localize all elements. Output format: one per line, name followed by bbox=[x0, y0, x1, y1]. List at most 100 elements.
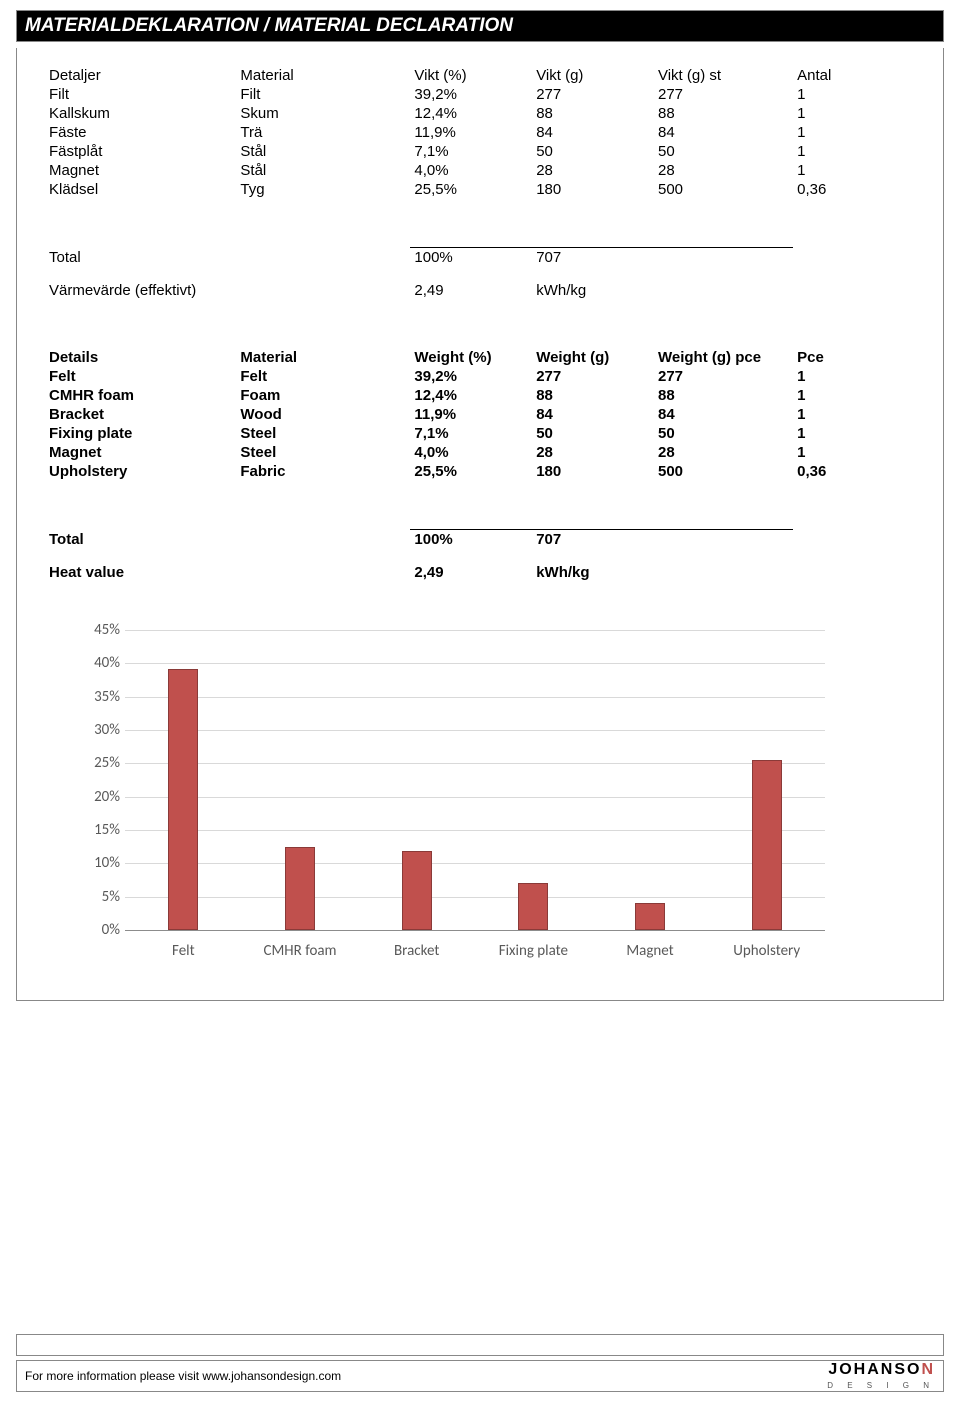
total-label: Total bbox=[45, 248, 236, 268]
table-swedish: Detaljer Material Vikt (%) Vikt (g) Vikt… bbox=[45, 66, 915, 199]
cell: 50 bbox=[532, 142, 654, 161]
bar bbox=[635, 903, 665, 930]
cell: 11,9% bbox=[410, 405, 532, 424]
col-header: Weight (%) bbox=[410, 348, 532, 367]
table-row: FiltFilt39,2%2772771 bbox=[45, 85, 915, 104]
cell: 1 bbox=[793, 123, 915, 142]
y-axis-label: 15% bbox=[65, 821, 120, 839]
content-box: Detaljer Material Vikt (%) Vikt (g) Vikt… bbox=[16, 48, 944, 1001]
x-axis-label: Magnet bbox=[592, 938, 709, 960]
col-header: Weight (g) bbox=[532, 348, 654, 367]
cell: 50 bbox=[654, 142, 793, 161]
title-bar: MATERIALDEKLARATION / MATERIAL DECLARATI… bbox=[16, 10, 944, 42]
bar-cell bbox=[242, 630, 359, 930]
cell: 500 bbox=[654, 180, 793, 199]
y-axis-label: 35% bbox=[65, 688, 120, 706]
cell: 12,4% bbox=[410, 104, 532, 123]
footer-spacer-box bbox=[16, 1334, 944, 1356]
table-row: MagnetSteel4,0%28281 bbox=[45, 443, 915, 462]
heat-value: 2,49 bbox=[410, 281, 532, 300]
cell: 180 bbox=[532, 180, 654, 199]
cell: 84 bbox=[532, 405, 654, 424]
cell: 50 bbox=[532, 424, 654, 443]
x-axis-label: Upholstery bbox=[708, 938, 825, 960]
table-row: FästplåtStål7,1%50501 bbox=[45, 142, 915, 161]
chart-container: FeltCMHR foamBracketFixing plateMagnetUp… bbox=[45, 630, 915, 960]
cell: 88 bbox=[654, 104, 793, 123]
bar bbox=[402, 851, 432, 930]
cell: 39,2% bbox=[410, 367, 532, 386]
cell: 1 bbox=[793, 386, 915, 405]
table-row: KallskumSkum12,4%88881 bbox=[45, 104, 915, 123]
cell: Tyg bbox=[236, 180, 410, 199]
total-g: 707 bbox=[532, 248, 654, 268]
heat-row: Heat value 2,49 kWh/kg bbox=[45, 563, 915, 582]
cell: 28 bbox=[532, 443, 654, 462]
table-header-row: Detaljer Material Vikt (%) Vikt (g) Vikt… bbox=[45, 66, 915, 85]
cell: Filt bbox=[45, 85, 236, 104]
logo: JOHANSON D E S I G N bbox=[827, 1362, 935, 1390]
logo-sub: D E S I G N bbox=[827, 1381, 935, 1390]
footer-bar: For more information please visit www.jo… bbox=[16, 1360, 944, 1392]
col-header: Weight (g) pce bbox=[654, 348, 793, 367]
cell: 1 bbox=[793, 85, 915, 104]
bar bbox=[285, 847, 315, 930]
table-swedish-total: Total 100% 707 Värmevärde (effektivt) 2,… bbox=[45, 247, 915, 300]
cell: 4,0% bbox=[410, 443, 532, 462]
cell: Wood bbox=[236, 405, 410, 424]
cell: Stål bbox=[236, 142, 410, 161]
footer-text: For more information please visit www.jo… bbox=[25, 1369, 341, 1383]
col-header: Vikt (g) bbox=[532, 66, 654, 85]
col-header: Material bbox=[236, 348, 410, 367]
heat-unit: kWh/kg bbox=[532, 281, 654, 300]
cell: 277 bbox=[654, 85, 793, 104]
cell: 1 bbox=[793, 405, 915, 424]
heat-label: Heat value bbox=[45, 563, 236, 582]
col-header: Details bbox=[45, 348, 236, 367]
cell: 277 bbox=[532, 367, 654, 386]
bar-cell bbox=[592, 630, 709, 930]
table-row: BracketWood11,9%84841 bbox=[45, 405, 915, 424]
cell: Steel bbox=[236, 424, 410, 443]
logo-main: JOHANSON bbox=[828, 1361, 935, 1378]
gridline bbox=[125, 930, 825, 931]
cell: 1 bbox=[793, 424, 915, 443]
cell: 1 bbox=[793, 367, 915, 386]
table-header-row: Details Material Weight (%) Weight (g) W… bbox=[45, 348, 915, 367]
table-row: KlädselTyg25,5%1805000,36 bbox=[45, 180, 915, 199]
cell: Skum bbox=[236, 104, 410, 123]
col-header: Material bbox=[236, 66, 410, 85]
cell: 25,5% bbox=[410, 462, 532, 481]
cell: 84 bbox=[532, 123, 654, 142]
cell: Fästplåt bbox=[45, 142, 236, 161]
cell: 84 bbox=[654, 123, 793, 142]
total-g: 707 bbox=[532, 530, 654, 550]
bar-chart: FeltCMHR foamBracketFixing plateMagnetUp… bbox=[65, 630, 825, 960]
col-header: Vikt (%) bbox=[410, 66, 532, 85]
cell: Filt bbox=[236, 85, 410, 104]
cell: 7,1% bbox=[410, 142, 532, 161]
table-english-total: Total 100% 707 Heat value 2,49 kWh/kg bbox=[45, 529, 915, 582]
cell: Fäste bbox=[45, 123, 236, 142]
cell: 88 bbox=[532, 386, 654, 405]
cell: Klädsel bbox=[45, 180, 236, 199]
cell: 28 bbox=[654, 161, 793, 180]
cell: 12,4% bbox=[410, 386, 532, 405]
cell: 1 bbox=[793, 161, 915, 180]
cell: 50 bbox=[654, 424, 793, 443]
cell: Kallskum bbox=[45, 104, 236, 123]
table-row: FeltFelt39,2%2772771 bbox=[45, 367, 915, 386]
cell: 1 bbox=[793, 104, 915, 123]
y-axis-label: 40% bbox=[65, 654, 120, 672]
table-row: FästeTrä11,9%84841 bbox=[45, 123, 915, 142]
x-axis-label: Felt bbox=[125, 938, 242, 960]
heat-label: Värmevärde (effektivt) bbox=[45, 281, 236, 300]
total-pct: 100% bbox=[410, 248, 532, 268]
cell: 11,9% bbox=[410, 123, 532, 142]
cell: 277 bbox=[532, 85, 654, 104]
x-axis-label: Fixing plate bbox=[475, 938, 592, 960]
bar bbox=[168, 669, 198, 930]
total-label: Total bbox=[45, 530, 236, 550]
cell: Felt bbox=[236, 367, 410, 386]
y-axis-label: 0% bbox=[65, 921, 120, 939]
